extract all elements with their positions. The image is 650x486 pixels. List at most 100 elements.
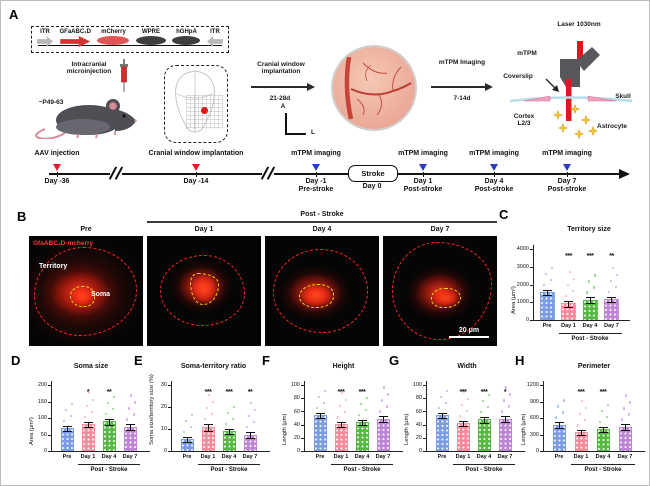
scatter-dot	[185, 419, 188, 422]
y-axis	[533, 245, 535, 320]
chart-title: Perimeter	[577, 363, 611, 370]
y-tick	[168, 407, 171, 408]
error-bar	[224, 429, 234, 436]
timeline-tick	[57, 172, 59, 177]
bar-day1	[456, 423, 470, 451]
y-tick	[301, 385, 304, 386]
bar-day7	[498, 418, 512, 451]
chart-title: Height	[332, 363, 355, 370]
timeline-phase-label: Post-stroke	[547, 186, 587, 193]
scatter-dot	[316, 406, 319, 409]
scatter-dot	[71, 402, 74, 405]
x-category-label: Day 4	[595, 454, 611, 460]
scatter-dot	[86, 404, 89, 407]
y-tick-label: 0	[296, 448, 300, 455]
bar-pre	[435, 414, 449, 451]
timeline-event-label: mTPM imaging	[542, 150, 592, 157]
mouse-age-label: ~P49-63	[38, 99, 64, 106]
scatter-dot	[607, 404, 610, 407]
bar-day4	[582, 299, 598, 320]
scatter-dot	[446, 389, 449, 392]
scatter-dot	[232, 418, 235, 421]
error-bar	[378, 416, 388, 423]
cranial-window-arrow	[251, 86, 308, 88]
y-tick-label: 2000	[516, 281, 529, 288]
scatter-dot	[581, 399, 584, 402]
timeline-break	[110, 168, 122, 179]
panel-letter-f: F	[262, 353, 270, 368]
x-category-label: Day 1	[455, 454, 471, 460]
cranial-window-photo	[331, 45, 417, 131]
error-bar	[500, 416, 510, 423]
experimental-timeline: AAV injection Day -36 Cranial window impla…	[1, 147, 649, 205]
timeline-phase-label: Post-stroke	[403, 186, 443, 193]
scatter-dot	[505, 386, 508, 389]
scatter-dot	[130, 394, 133, 397]
x-category-label: Day 1	[573, 454, 589, 460]
bar-day1	[201, 426, 215, 451]
timeline-tick	[196, 172, 198, 177]
x-category-label: Pre	[315, 454, 325, 460]
cranial-window-arrow-label: Cranial window implantation	[257, 61, 305, 76]
wpre-shape	[135, 36, 166, 45]
scatter-dot	[550, 278, 553, 281]
scatter-dot	[625, 394, 628, 397]
scatter-dot	[467, 398, 470, 401]
panel-letter-e: E	[134, 353, 143, 368]
scatter-dot	[227, 412, 230, 415]
hghpa-shape	[172, 36, 201, 45]
y-tick-label: 1000	[516, 299, 529, 306]
x-category-label: Day 4	[476, 454, 492, 460]
cranial-window-arrowhead	[307, 83, 315, 91]
y-tick-label: 150	[37, 398, 47, 405]
y-tick-label: 0	[163, 448, 167, 455]
scatter-dot	[92, 398, 95, 401]
panel-letter-g: G	[389, 353, 400, 368]
axis-vertical-line	[285, 113, 287, 134]
scatter-dot	[128, 407, 131, 410]
astrocyte-image-day1	[147, 236, 261, 346]
chart-height: Height Length (μm) 0 20 40 60 80 100 Pre *** Day 1…	[259, 351, 403, 485]
significance-marker: **	[106, 389, 112, 396]
error-bar	[458, 421, 468, 428]
timeline-event-label: mTPM imaging	[469, 150, 519, 157]
timeline-tick	[423, 172, 425, 177]
y-tick	[423, 451, 426, 452]
error-bar	[104, 418, 114, 426]
scatter-dot	[563, 399, 566, 402]
x-axis	[426, 451, 525, 453]
error-bar	[479, 417, 489, 424]
y-tick-label: 900	[529, 398, 539, 405]
post-stroke-group-label: Post - Stroke	[584, 466, 622, 473]
scatter-dot	[611, 266, 614, 269]
significance-marker: ***	[225, 389, 233, 396]
scatter-dot	[365, 408, 368, 411]
intracranial-microinjection-label: Intracranial microinjection	[66, 61, 112, 76]
x-category-label: Pre	[437, 454, 447, 460]
scatter-dot	[134, 401, 137, 404]
scatter-dot	[105, 412, 108, 416]
scatter-dot	[204, 417, 207, 421]
timeline-event-label: mTPM imaging	[398, 150, 448, 157]
scatter-dot	[621, 418, 624, 421]
scatter-dot	[601, 410, 604, 413]
aav-construct-diagram: ITR GFaABC₁D mCherry WPRE hGHpA ITR	[31, 26, 229, 53]
significance-marker: ***	[586, 253, 594, 260]
y-tick-label: 40	[293, 421, 300, 428]
error-bar	[315, 412, 325, 419]
construct-element-label: GFaABC₁D	[59, 29, 91, 35]
y-tick	[423, 424, 426, 426]
scatter-dot	[65, 408, 68, 411]
scatter-dot	[324, 389, 327, 392]
timeline-day-label: Day 0	[362, 183, 382, 190]
scatter-dot	[212, 400, 215, 404]
scatter-dot	[585, 406, 588, 409]
significance-marker: ***	[459, 389, 467, 396]
x-category-label: Day 7	[497, 454, 513, 460]
scatter-dot	[588, 280, 591, 283]
post-stroke-bracket	[453, 464, 515, 466]
timeline-day-label: Day -36	[44, 178, 70, 185]
territory-outline	[159, 254, 245, 326]
mtpm-imaging-arrow	[431, 86, 486, 88]
scatter-dot	[107, 401, 110, 405]
